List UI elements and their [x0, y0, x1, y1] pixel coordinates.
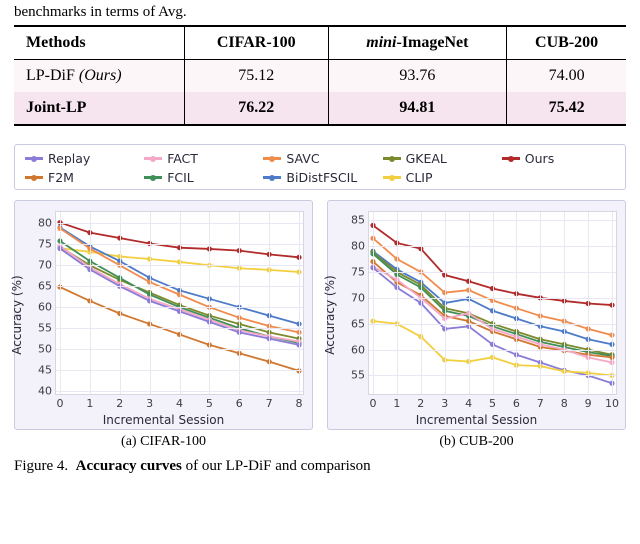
ytick-label: 65: [38, 280, 56, 293]
col-cifar: CIFAR-100: [185, 26, 329, 60]
legend-label: Replay: [48, 151, 90, 166]
legend-item: SAVC: [263, 151, 376, 166]
xtick-label: 5: [206, 394, 213, 410]
xtick-label: 1: [393, 394, 400, 410]
legend-label: GKEAL: [406, 151, 447, 166]
ytick-label: 80: [38, 217, 56, 230]
legend-swatch: [144, 176, 162, 179]
xtick-label: 6: [236, 394, 243, 410]
xtick-label: 6: [513, 394, 520, 410]
figure-caption: Figure 4. Accuracy curves of our LP-DiF …: [14, 458, 626, 475]
xlabel-b: Incremental Session: [328, 413, 625, 427]
xtick-label: 10: [605, 394, 619, 410]
xtick-label: 8: [296, 394, 303, 410]
ytick-label: 55: [351, 369, 369, 382]
legend-swatch: [25, 176, 43, 179]
col-methods: Methods: [14, 26, 185, 60]
ytick-label: 70: [351, 291, 369, 304]
legend-item: CLIP: [383, 170, 496, 185]
legend-item: Ours: [502, 151, 615, 166]
xtick-label: 3: [146, 394, 153, 410]
ytick-label: 70: [38, 259, 56, 272]
table-row: LP-DiF (Ours)75.1293.7674.00: [14, 60, 626, 93]
xtick-label: 4: [465, 394, 472, 410]
legend-item: Replay: [25, 151, 138, 166]
legend-item: F2M: [25, 170, 138, 185]
ytick-label: 85: [351, 214, 369, 227]
ytick-label: 80: [351, 240, 369, 253]
ytick-label: 40: [38, 385, 56, 398]
legend-item: GKEAL: [383, 151, 496, 166]
legend-swatch: [383, 157, 401, 160]
xtick-label: 9: [585, 394, 592, 410]
ytick-label: 65: [351, 317, 369, 330]
legend-swatch: [502, 157, 520, 160]
col-cub: CUB-200: [507, 26, 626, 60]
xtick-label: 8: [561, 394, 568, 410]
legend-label: FCIL: [167, 170, 194, 185]
xtick-label: 2: [417, 394, 424, 410]
context-text: benchmarks in terms of Avg.: [14, 4, 626, 21]
legend-swatch: [144, 157, 162, 160]
legend-item: FCIL: [144, 170, 257, 185]
legend-label: Ours: [525, 151, 554, 166]
chart-legend: Replay FACT SAVC GKEAL Ours F2M FCIL BiDistFSCI…: [14, 144, 626, 190]
table-row: Joint-LP76.2294.8175.42: [14, 92, 626, 125]
xtick-label: 2: [116, 394, 123, 410]
legend-swatch: [263, 157, 281, 160]
legend-label: SAVC: [286, 151, 319, 166]
ytick-label: 75: [351, 265, 369, 278]
xtick-label: 5: [489, 394, 496, 410]
xlabel-a: Incremental Session: [15, 413, 312, 427]
legend-swatch: [25, 157, 43, 160]
xtick-label: 4: [176, 394, 183, 410]
ytick-label: 50: [38, 343, 56, 356]
results-table: Methods CIFAR-100 mini-ImageNet CUB-200 …: [14, 25, 626, 126]
legend-label: FACT: [167, 151, 198, 166]
ytick-label: 55: [38, 322, 56, 335]
legend-item: FACT: [144, 151, 257, 166]
xtick-label: 7: [537, 394, 544, 410]
xtick-label: 3: [441, 394, 448, 410]
legend-label: BiDistFSCIL: [286, 170, 357, 185]
chart-cifar100: Accuracy (%) 404550556065707580012345678…: [14, 200, 313, 430]
legend-item: BiDistFSCIL: [263, 170, 376, 185]
subcaption-a: (a) CIFAR-100: [14, 434, 313, 450]
ytick-label: 60: [38, 301, 56, 314]
legend-label: F2M: [48, 170, 74, 185]
legend-label: CLIP: [406, 170, 433, 185]
xtick-label: 7: [266, 394, 273, 410]
legend-swatch: [263, 176, 281, 179]
legend-swatch: [383, 176, 401, 179]
ytick-label: 60: [351, 343, 369, 356]
col-mini: mini-ImageNet: [328, 26, 507, 60]
xtick-label: 0: [370, 394, 377, 410]
xtick-label: 1: [86, 394, 93, 410]
xtick-label: 0: [57, 394, 64, 410]
chart-cub200: Accuracy (%) 55606570758085012345678910 …: [327, 200, 626, 430]
ytick-label: 75: [38, 238, 56, 251]
ylabel-a: Accuracy (%): [10, 275, 24, 354]
ylabel-b: Accuracy (%): [323, 275, 337, 354]
ytick-label: 45: [38, 364, 56, 377]
subcaption-b: (b) CUB-200: [327, 434, 626, 450]
